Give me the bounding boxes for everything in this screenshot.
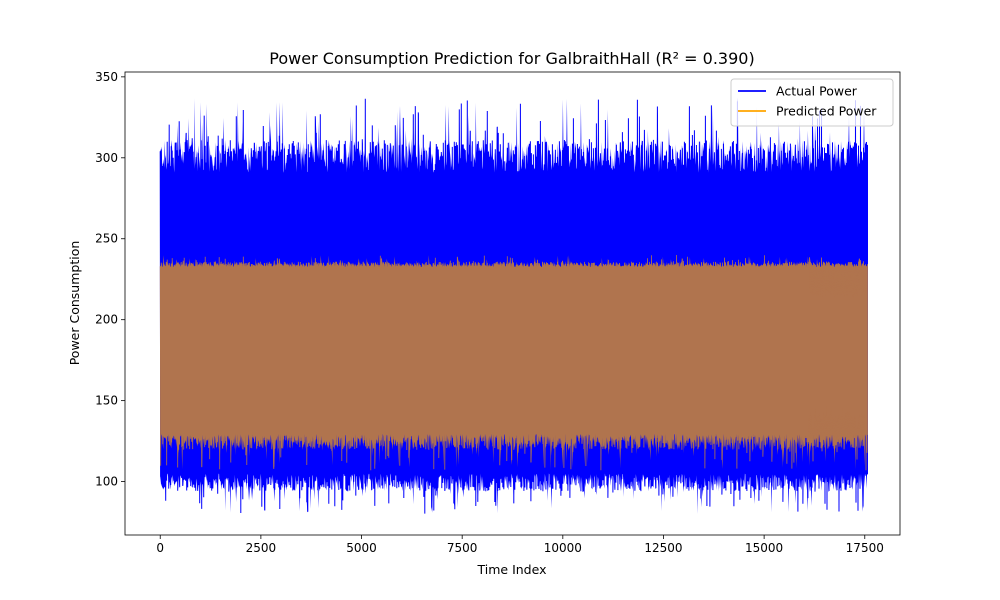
y-tick-label: 250: [95, 232, 118, 246]
y-axis: 100 150 200 250 300 350: [95, 70, 125, 489]
legend-box: [730, 78, 894, 127]
x-tick-label: 5000: [346, 541, 377, 555]
legend: Actual Power Predicted Power: [730, 78, 894, 127]
y-tick-label: 300: [95, 151, 118, 165]
y-tick-label: 150: [95, 394, 118, 408]
plot-frame: [124, 71, 901, 536]
legend-label-predicted: Predicted Power: [776, 104, 877, 119]
x-tick-label: 12500: [644, 541, 682, 555]
legend-label-actual: Actual Power: [776, 84, 858, 99]
x-tick-label: 10000: [544, 541, 582, 555]
plot-area: [124, 71, 901, 536]
chart-title: Power Consumption Prediction for Galbrai…: [269, 49, 754, 68]
x-axis: 0 2500 5000 7500 10000 12500 15000 17500: [156, 535, 884, 555]
y-tick-label: 350: [95, 70, 118, 84]
predicted-power-line: [159, 254, 868, 471]
y-tick-label: 100: [95, 475, 118, 489]
x-tick-label: 15000: [745, 541, 783, 555]
y-tick-label: 200: [95, 313, 118, 327]
x-tick-label: 7500: [447, 541, 478, 555]
y-axis-label: Power Consumption: [67, 241, 82, 366]
x-tick-label: 2500: [246, 541, 277, 555]
x-tick-label: 17500: [846, 541, 884, 555]
x-tick-label: 0: [156, 541, 164, 555]
x-axis-label: Time Index: [477, 562, 547, 577]
